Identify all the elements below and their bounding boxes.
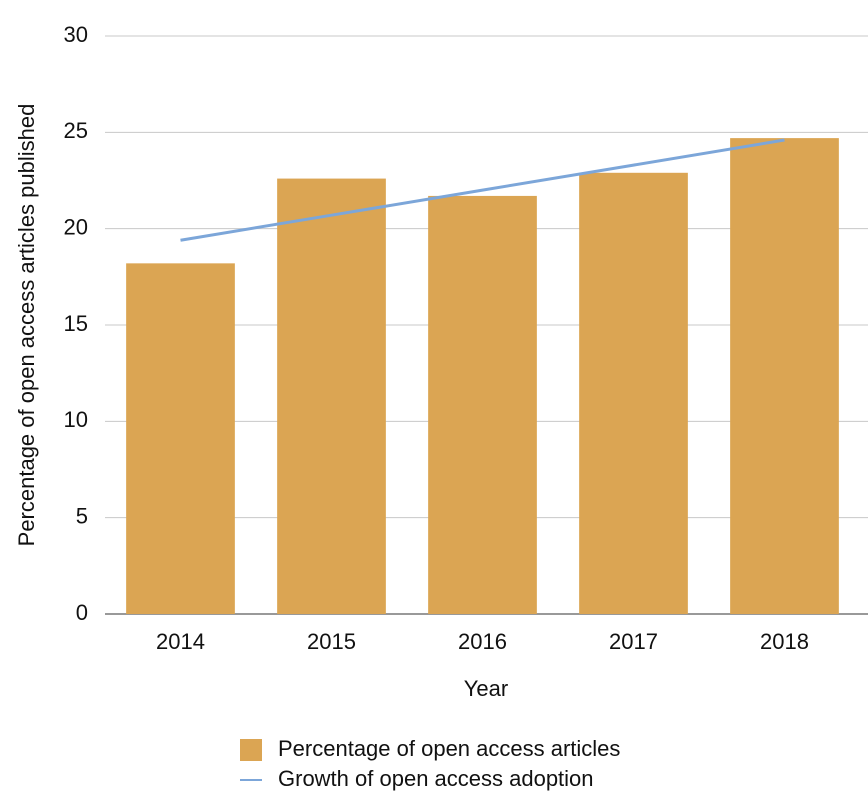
y-tick-label: 0 <box>76 600 88 625</box>
x-tick-label: 2016 <box>458 629 507 654</box>
bar <box>126 263 235 614</box>
x-tick-label: 2017 <box>609 629 658 654</box>
legend-swatch <box>240 739 262 761</box>
x-tick-label: 2018 <box>760 629 809 654</box>
y-tick-label: 30 <box>64 22 88 47</box>
legend-label: Percentage of open access articles <box>278 736 620 761</box>
legend-label: Growth of open access adoption <box>278 766 594 791</box>
y-tick-label: 10 <box>64 407 88 432</box>
y-tick-label: 5 <box>76 503 88 528</box>
y-tick-label: 15 <box>64 311 88 336</box>
y-tick-label: 25 <box>64 118 88 143</box>
y-tick-label: 20 <box>64 214 88 239</box>
x-tick-label: 2015 <box>307 629 356 654</box>
y-axis-title: Percentage of open access articles publi… <box>14 104 39 547</box>
bar <box>428 195 537 614</box>
bar <box>277 178 386 614</box>
bar <box>730 138 839 614</box>
x-tick-label: 2014 <box>156 629 205 654</box>
x-axis-title: Year <box>464 676 508 701</box>
trend-line <box>180 138 785 242</box>
bar <box>579 172 688 614</box>
